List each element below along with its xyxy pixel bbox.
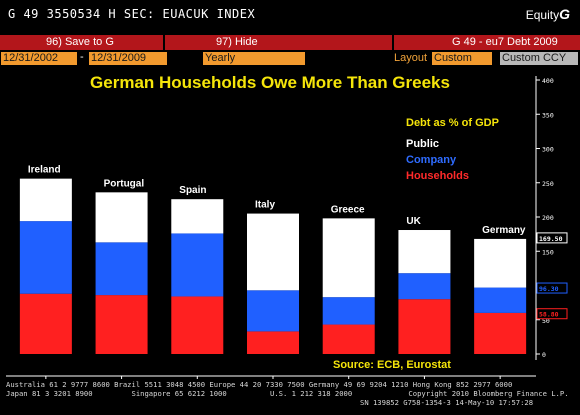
start-date-field[interactable]: 12/31/2002: [1, 52, 77, 65]
debt-chart: 050100150200250300350400Ireland2003Portu…: [6, 76, 568, 379]
bar-category-label: Portugal: [104, 178, 145, 189]
bar-households-italy: [247, 331, 299, 354]
y-tick-label: 300: [542, 146, 554, 154]
market-logo: G: [559, 6, 570, 22]
bar-public-italy: [247, 213, 299, 291]
x-tick-label: 2006: [265, 378, 281, 379]
y-tick-label: 50: [542, 317, 550, 325]
bar-public-germany: [474, 238, 527, 288]
y-tick-label: 400: [542, 77, 554, 85]
x-tick-label: 2003: [38, 378, 54, 379]
layout-label: Layout: [394, 52, 428, 64]
bar-category-label: Italy: [255, 200, 275, 211]
bar-company-italy: [247, 290, 299, 332]
value-marker: [536, 232, 568, 244]
command-line[interactable]: G 49 3550534 H SEC: EUACUK INDEX EquityG: [0, 0, 580, 30]
legend-item-public: Public: [406, 138, 440, 150]
bar-public-greece: [322, 218, 375, 298]
bar-households-germany: [474, 312, 527, 354]
bar-public-uk: [398, 230, 451, 274]
market-label: Equity: [525, 8, 560, 22]
settings-bar: 12/31/2002 - 12/31/2009 Yearly Layout Cu…: [0, 51, 580, 66]
function-toolbar: 96) Save to G 97) Hide G 49 - eu7 Debt 2…: [0, 35, 580, 50]
value-marker: [536, 308, 568, 320]
save-to-g-button[interactable]: 96) Save to G: [46, 36, 114, 48]
bar-households-greece: [322, 324, 375, 354]
layout-select[interactable]: Custom: [432, 52, 492, 65]
legend-item-company: Company: [406, 154, 457, 166]
x-tick-label: 2009: [492, 378, 508, 379]
value-marker-label: 96.30: [539, 285, 559, 293]
bar-company-germany: [474, 287, 527, 313]
x-tick-label: 2007: [341, 378, 357, 379]
toolbar-divider: [163, 35, 165, 50]
value-marker: [536, 282, 568, 294]
footer-contacts-line2: Japan 81 3 3201 8900 Singapore 65 6212 1…: [6, 389, 569, 398]
market-sector-label: EquityG: [526, 6, 570, 22]
bar-public-ireland: [19, 178, 72, 222]
bar-company-spain: [171, 233, 224, 297]
bar-company-uk: [398, 273, 451, 300]
chart-id-label: G 49 - eu7 Debt 2009: [452, 36, 558, 48]
x-tick-label: 2004: [114, 378, 130, 379]
bar-households-spain: [171, 296, 224, 354]
bar-company-greece: [322, 297, 375, 325]
y-tick-label: 350: [542, 111, 554, 119]
y-tick-label: 200: [542, 214, 554, 222]
y-tick-label: 150: [542, 248, 554, 256]
bar-households-uk: [398, 299, 451, 354]
legend-item-households: Households: [406, 170, 469, 182]
x-tick-label: 2008: [416, 378, 432, 379]
bar-category-label: Ireland: [28, 165, 61, 176]
footer-contacts-line1: Australia 61 2 9777 8600 Brazil 5511 304…: [6, 380, 513, 389]
bar-category-label: Greece: [331, 204, 365, 215]
y-tick-label: 250: [542, 180, 554, 188]
date-range-dash: -: [80, 51, 84, 63]
y-tick-label: 0: [542, 351, 546, 359]
chart-title: German Households Owe More Than Greeks: [90, 73, 450, 92]
footer: Australia 61 2 9777 8600 Brazil 5511 304…: [0, 379, 580, 415]
bar-company-portugal: [95, 242, 148, 296]
source-note: Source: ECB, Eurostat: [333, 359, 451, 371]
footer-serial-line: SN 139852 G758-1354-3 14-May-10 17:57:28: [360, 398, 534, 407]
bar-households-portugal: [95, 295, 148, 354]
periodicity-select[interactable]: Yearly: [203, 52, 305, 65]
command-text[interactable]: G 49 3550534 H SEC: EUACUK INDEX: [8, 7, 256, 21]
bar-company-ireland: [19, 221, 72, 294]
bar-public-portugal: [95, 192, 148, 243]
currency-select[interactable]: Custom CCY: [500, 52, 578, 65]
legend-title: Debt as % of GDP: [406, 117, 499, 129]
end-date-field[interactable]: 12/31/2009: [89, 52, 167, 65]
hide-button[interactable]: 97) Hide: [216, 36, 258, 48]
bar-category-label: UK: [406, 216, 421, 227]
bar-category-label: Spain: [179, 185, 206, 196]
value-marker-label: 58.80: [539, 311, 559, 319]
toolbar-divider: [392, 35, 394, 50]
x-tick-label: 2005: [189, 378, 205, 379]
bar-households-ireland: [19, 293, 72, 354]
bar-category-label: Germany: [482, 225, 526, 236]
bar-public-spain: [171, 199, 224, 234]
value-marker-label: 169.50: [539, 235, 563, 243]
